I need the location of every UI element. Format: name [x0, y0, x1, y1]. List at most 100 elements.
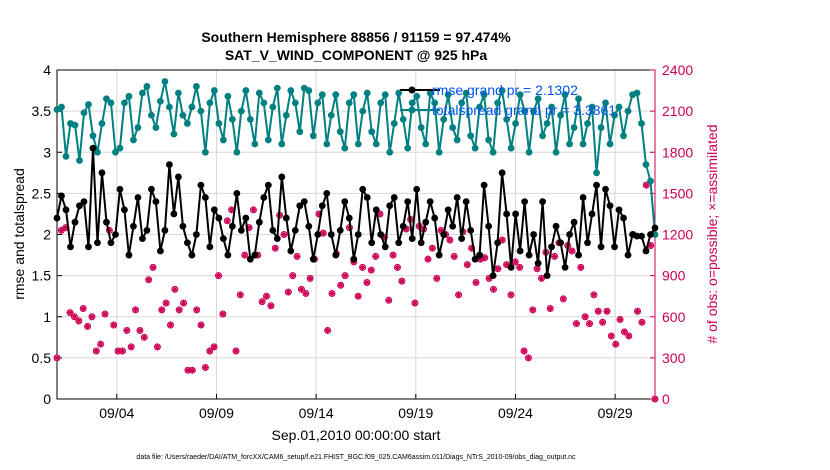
- obs-assimilated-point: [232, 347, 240, 355]
- spread-point: [170, 130, 178, 138]
- rmse-point: [287, 247, 295, 255]
- spread-point: [201, 148, 209, 156]
- obs-assimilated-point: [581, 313, 589, 320]
- obs-assimilated-point: [180, 299, 187, 307]
- spread-point: [179, 111, 187, 119]
- obs-assimilated-point: [455, 291, 462, 299]
- obs-assimilated-point: [171, 286, 179, 293]
- spread-point: [615, 103, 623, 111]
- x-tick-label: 09/19: [398, 405, 433, 421]
- spread-point: [210, 87, 218, 94]
- rmse-point: [494, 239, 502, 247]
- spread-point: [323, 140, 331, 148]
- rmse-point: [179, 222, 187, 230]
- rmse-point: [242, 214, 250, 222]
- rmse-point: [85, 243, 92, 251]
- rmse-point: [305, 222, 313, 230]
- obs-assimilated-point: [547, 305, 554, 312]
- x-tick-label: 09/29: [598, 405, 633, 421]
- y2-tick-label: 2100: [662, 103, 693, 119]
- spread-point: [363, 89, 371, 97]
- rmse-point: [615, 206, 623, 214]
- obs-assimilated-point: [494, 265, 502, 272]
- chart-subtitle: SAT_V_WIND_COMPONENT @ 925 hPa: [225, 47, 488, 63]
- legend-spread-marker: [408, 106, 416, 114]
- rmse-point: [112, 231, 119, 238]
- rmse-point: [570, 218, 578, 226]
- obs-assimilated-point: [411, 299, 419, 307]
- spread-point: [435, 148, 443, 156]
- obs-assimilated-point: [433, 275, 440, 282]
- spread-point: [134, 124, 142, 131]
- obs-assimilated-point: [298, 286, 305, 293]
- spread-point: [345, 99, 353, 107]
- spread-point: [188, 103, 196, 111]
- obs-assimilated-point: [481, 254, 488, 262]
- legend-rmse-marker: [408, 86, 416, 94]
- rmse-point: [354, 231, 362, 238]
- obs-assimilated-point: [258, 298, 266, 305]
- obs-assimilated-point: [354, 292, 362, 300]
- obs-assimilated-point: [97, 340, 104, 348]
- rmse-point: [251, 251, 259, 259]
- rmse-point: [71, 218, 79, 226]
- rmse-point: [309, 255, 317, 263]
- obs-assimilated-point: [189, 367, 196, 374]
- obs-assimilated-point: [272, 245, 279, 252]
- rmse-point: [525, 251, 533, 259]
- rmse-point: [399, 222, 407, 230]
- obs-assimilated-point: [634, 308, 641, 315]
- obs-assimilated-point: [167, 321, 174, 329]
- obs-assimilated-point: [516, 264, 523, 271]
- rmse-point: [602, 185, 609, 193]
- spread-point: [449, 124, 457, 131]
- obs-assimilated-point: [638, 319, 646, 326]
- rmse-point: [264, 181, 272, 189]
- spread-point: [206, 99, 214, 107]
- rmse-point: [543, 272, 551, 280]
- obs-assimilated-point: [590, 291, 598, 299]
- spread-point: [386, 148, 394, 156]
- rmse-series: [53, 144, 659, 280]
- spread-point: [462, 89, 470, 97]
- obs-assimilated-point: [429, 245, 436, 252]
- obs-assimilated-point: [285, 288, 292, 296]
- spread-point: [174, 89, 182, 97]
- rmse-point: [67, 243, 74, 251]
- rmse-point: [76, 202, 83, 210]
- rmse-point: [345, 214, 353, 222]
- rmse-point: [116, 185, 124, 193]
- spread-point: [606, 140, 614, 148]
- y2-tick-label: 600: [662, 309, 686, 325]
- obs-assimilated-point: [328, 290, 336, 297]
- left-axis: 0 0.5 1 1.5 2 2.5 3 3.5 4: [32, 62, 62, 407]
- spread-point: [440, 115, 448, 123]
- rmse-point: [620, 214, 627, 222]
- rmse-point: [201, 194, 209, 201]
- y-tick-label: 0: [43, 391, 51, 407]
- spread-point: [395, 89, 403, 97]
- y-tick-label: 0.5: [32, 350, 52, 366]
- obs-assimilated-point: [503, 261, 510, 268]
- rmse-point: [318, 202, 326, 210]
- rmse-point: [134, 194, 142, 201]
- rmse-point: [471, 255, 479, 263]
- rmse-point: [548, 243, 555, 251]
- rmse-point: [453, 194, 461, 201]
- obs-assimilated-point: [507, 291, 515, 299]
- spread-point: [318, 91, 326, 99]
- spread-point: [489, 148, 497, 156]
- x-tick-label: 09/24: [498, 405, 533, 421]
- spread-point: [485, 136, 493, 144]
- spread-point: [525, 148, 533, 156]
- spread-point: [161, 78, 169, 85]
- obs-assimilated-point: [595, 308, 602, 315]
- obs-assimilated-point: [302, 290, 310, 297]
- spread-point: [548, 103, 555, 111]
- spread-point: [314, 99, 322, 107]
- spread-point: [291, 99, 299, 107]
- rmse-point: [408, 235, 416, 243]
- obs-assimilated-point: [75, 317, 83, 325]
- spread-point: [197, 107, 205, 115]
- rmse-point: [233, 189, 241, 197]
